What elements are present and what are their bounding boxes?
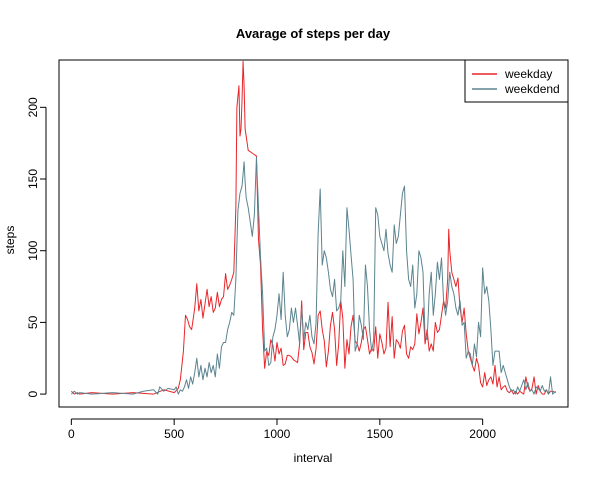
plot-frame bbox=[58, 59, 569, 408]
y-tick-label: 100 bbox=[26, 240, 40, 260]
legend-label-weekdend: weekdend bbox=[504, 82, 560, 96]
y-tick-label: 0 bbox=[26, 390, 40, 397]
x-tick-label: 0 bbox=[68, 427, 75, 441]
x-tick-label: 1000 bbox=[264, 427, 291, 441]
legend-box bbox=[464, 59, 569, 103]
legend: weekday weekdend bbox=[464, 59, 569, 103]
y-tick-label: 150 bbox=[26, 169, 40, 189]
chart-title: Avarage of steps per day bbox=[236, 26, 391, 41]
series-layer bbox=[70, 60, 557, 395]
y-axis-label: steps bbox=[3, 226, 17, 255]
x-tick-label: 2000 bbox=[469, 427, 496, 441]
y-tick-label: 50 bbox=[26, 315, 40, 329]
y-tick-label: 200 bbox=[26, 97, 40, 117]
x-axis-label: interval bbox=[294, 451, 333, 465]
legend-label-weekday: weekday bbox=[504, 67, 552, 81]
series-line-weekdend bbox=[70, 157, 557, 395]
x-tick-label: 500 bbox=[164, 427, 184, 441]
x-tick-label: 1500 bbox=[366, 427, 393, 441]
y-axis: 0 50 100 150 200 bbox=[26, 97, 47, 397]
x-axis: 0 500 1000 1500 2000 bbox=[68, 418, 496, 441]
